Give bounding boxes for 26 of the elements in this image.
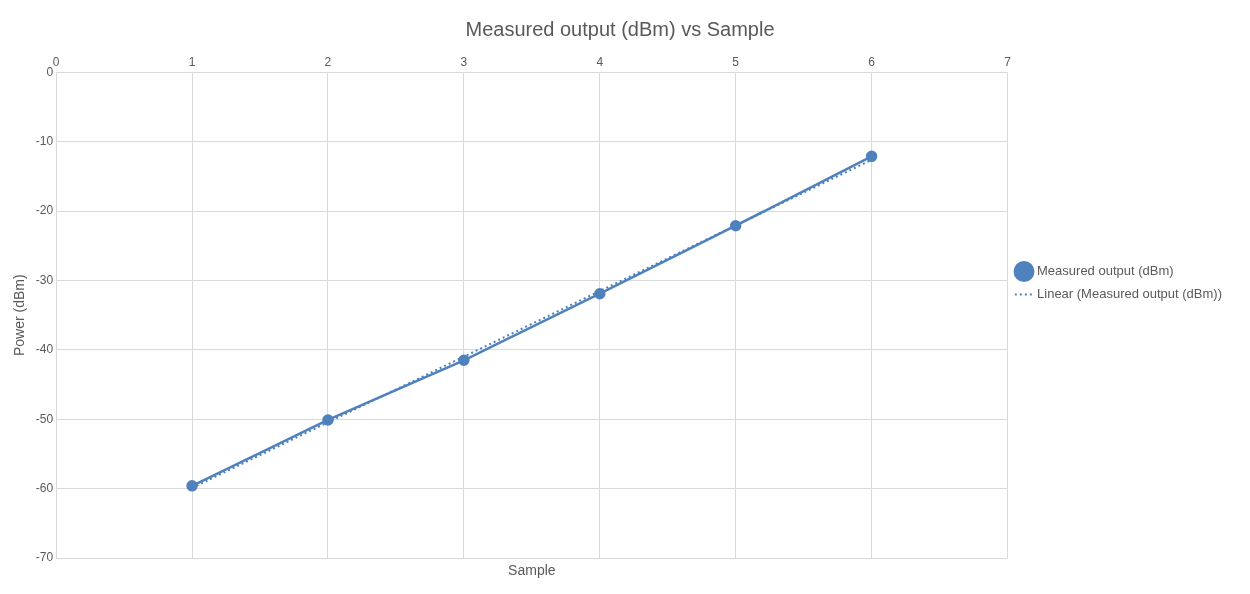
y-tick-label: -60	[35, 480, 54, 495]
chart-title: Measured output (dBm) vs Sample	[465, 17, 775, 40]
point	[594, 287, 606, 300]
x-axis-title: Sample	[508, 561, 556, 578]
y-tick-label: 0	[46, 64, 54, 79]
x-tick-label: 4	[596, 54, 604, 69]
y-tick-label: -50	[35, 411, 54, 426]
point	[729, 219, 742, 232]
y-axis-title: Power (dBm)	[11, 274, 28, 357]
y-tick-label: -70	[35, 550, 54, 565]
x-tick-label: 2	[324, 54, 332, 69]
y-tick-label: -40	[35, 342, 54, 357]
x-tick-label: 3	[460, 54, 468, 69]
point	[458, 354, 470, 367]
point	[865, 150, 878, 163]
x-tick-label: 6	[868, 54, 876, 69]
legend-label: Linear (Measured output (dBm))	[1037, 286, 1223, 302]
x-tick-label: 5	[732, 54, 740, 69]
legend-label: Measured output (dBm)	[1037, 263, 1174, 279]
x-tick-label: 1	[188, 54, 196, 69]
y-tick-label: -20	[35, 203, 54, 218]
y-tick-label: -10	[35, 134, 54, 149]
x-tick-label: 7	[1004, 54, 1012, 69]
point	[186, 480, 198, 492]
point	[322, 414, 334, 426]
y-tick-label: -30	[35, 272, 54, 287]
